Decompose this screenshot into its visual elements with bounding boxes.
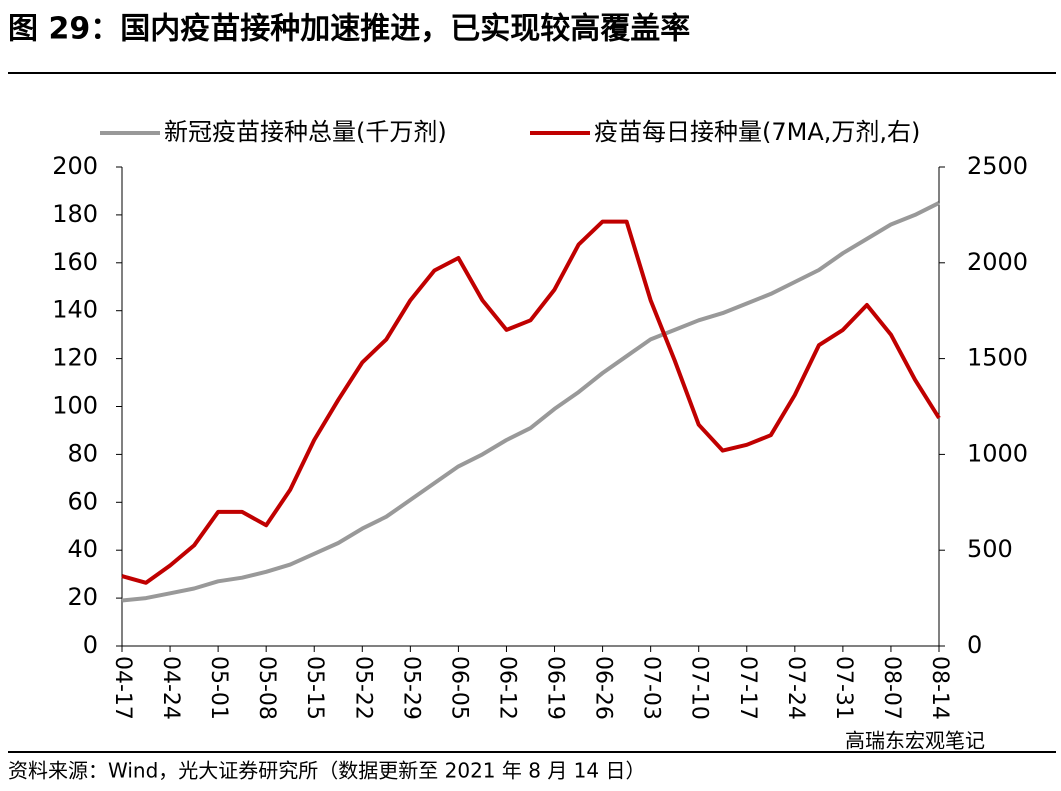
y-tick-label: 120 bbox=[52, 344, 98, 372]
y-tick-label: 80 bbox=[67, 439, 98, 467]
series-line bbox=[121, 219, 941, 585]
x-tick-label: 06-12 bbox=[494, 656, 519, 720]
x-tick-label: 08-14 bbox=[927, 656, 952, 720]
x-tick-label: 07-17 bbox=[735, 656, 760, 720]
y2-tick-label: 1500 bbox=[967, 344, 1028, 372]
y-tick-label: 0 bbox=[83, 631, 98, 659]
y2-tick-label: 2500 bbox=[967, 152, 1028, 180]
y2-tick-label: 500 bbox=[967, 535, 1013, 563]
x-tick-label: 08-07 bbox=[879, 656, 904, 720]
y2-tick-label: 0 bbox=[967, 631, 982, 659]
chart-title: 图 29：国内疫苗接种加速推进，已实现较高覆盖率 bbox=[8, 12, 690, 47]
y-tick-label: 140 bbox=[52, 296, 98, 324]
x-tick-label: 05-29 bbox=[398, 656, 423, 720]
x-tick-label: 05-15 bbox=[302, 656, 327, 720]
x-tick-label: 06-26 bbox=[591, 656, 616, 720]
x-tick-label: 06-05 bbox=[446, 656, 471, 720]
series-line bbox=[121, 201, 940, 603]
y2-tick-label: 1000 bbox=[967, 439, 1028, 467]
watermark: 高瑞东宏观笔记 bbox=[845, 729, 985, 753]
y-tick-label: 200 bbox=[52, 152, 98, 180]
x-tick-label: 05-08 bbox=[254, 656, 279, 720]
y-tick-label: 20 bbox=[67, 583, 98, 611]
x-tick-label: 06-19 bbox=[543, 656, 568, 720]
x-tick-label: 07-10 bbox=[687, 656, 712, 720]
x-tick-label: 05-01 bbox=[206, 656, 231, 720]
x-tick-label: 04-24 bbox=[158, 656, 183, 720]
x-tick-label: 07-03 bbox=[639, 656, 664, 720]
x-tick-label: 04-17 bbox=[110, 656, 135, 720]
y-tick-label: 180 bbox=[52, 200, 98, 228]
y2-tick-label: 2000 bbox=[967, 248, 1028, 276]
y-tick-label: 160 bbox=[52, 248, 98, 276]
x-tick-label: 07-24 bbox=[783, 656, 808, 720]
x-tick-label: 05-22 bbox=[350, 656, 375, 720]
legend-label: 新冠疫苗接种总量(千万剂) bbox=[164, 118, 447, 146]
source: 资料来源：Wind，光大证券研究所（数据更新至 2021 年 8 月 14 日） bbox=[8, 759, 645, 783]
y-tick-label: 60 bbox=[67, 487, 98, 515]
y-tick-label: 40 bbox=[67, 535, 98, 563]
x-tick-label: 07-31 bbox=[831, 656, 856, 720]
y-tick-label: 100 bbox=[52, 392, 98, 420]
legend-label: 疫苗每日接种量(7MA,万剂,右) bbox=[594, 118, 920, 146]
